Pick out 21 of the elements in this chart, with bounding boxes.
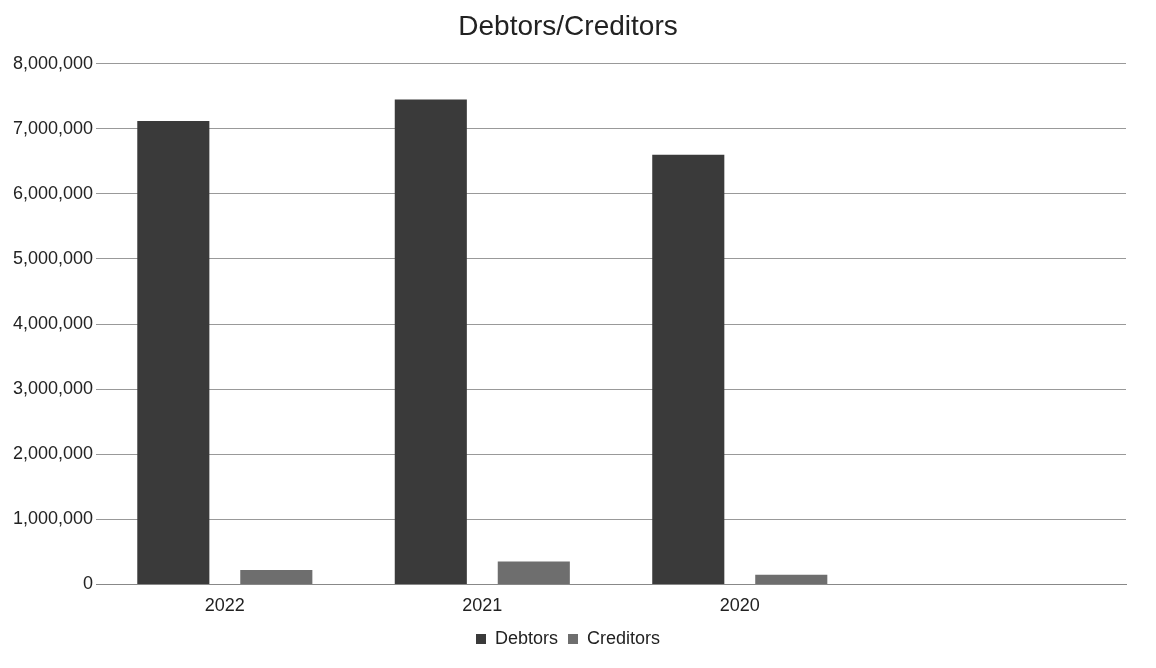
y-tick-label: 4,000,000 — [13, 312, 94, 333]
y-tick-label: 0 — [83, 573, 94, 594]
bar — [137, 120, 210, 584]
x-tick-label: 2020 — [719, 595, 760, 616]
legend-label: Debtors — [494, 627, 559, 648]
legend-label: Creditors — [587, 627, 661, 648]
bar — [240, 570, 313, 584]
y-tick-label: 8,000,000 — [13, 52, 94, 73]
y-tick-label: 6,000,000 — [13, 182, 94, 203]
y-tick-label: 1,000,000 — [13, 508, 94, 529]
y-tick-label: 2,000,000 — [13, 443, 94, 464]
y-tick-label: 3,000,000 — [13, 378, 94, 399]
bar — [755, 574, 828, 584]
y-tick-label: 5,000,000 — [13, 247, 94, 268]
x-tick-label: 2021 — [462, 595, 503, 616]
x-tick-label: 2022 — [204, 595, 245, 616]
bar — [497, 561, 570, 584]
y-tick-label: 7,000,000 — [13, 117, 94, 138]
chart-title: Debtors/Creditors — [458, 9, 678, 41]
bar — [394, 99, 467, 584]
bar — [652, 154, 725, 584]
